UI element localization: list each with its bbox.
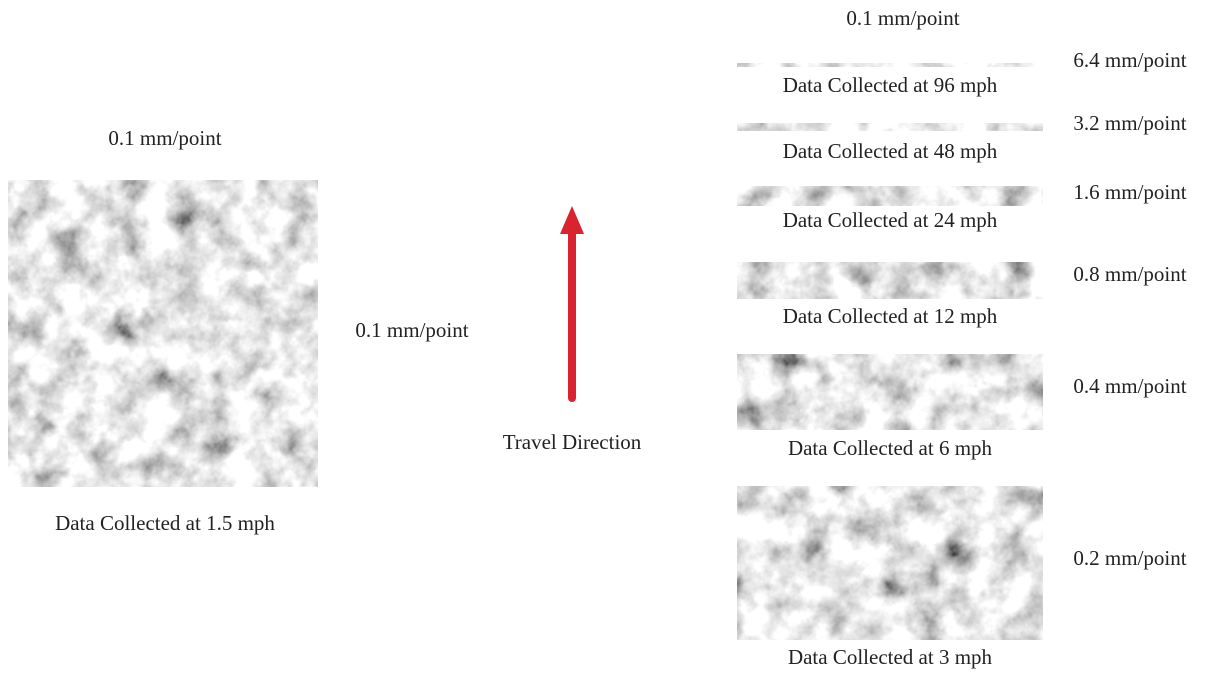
caption: Data Collected at 3 mph: [788, 645, 993, 669]
right-panels: Data Collected at 96 mph 6.4 mm/point Data…: [737, 48, 1187, 669]
caption: Data Collected at 6 mph: [788, 436, 993, 460]
center-label: Travel Direction: [503, 430, 642, 454]
surface-image: [737, 486, 1043, 640]
figure: 0.1 mm/point Data Collected at 1.5 mph 0…: [0, 0, 1207, 673]
caption: Data Collected at 24 mph: [783, 208, 998, 232]
travel-arrow-head: [560, 206, 584, 234]
scale-label: 0.8 mm/point: [1073, 262, 1186, 286]
scale-label: 0.2 mm/point: [1073, 546, 1186, 570]
scale-label: 6.4 mm/point: [1073, 48, 1186, 72]
surface-image: [737, 186, 1043, 206]
surface-image: [737, 354, 1043, 430]
surface-image: [737, 262, 1043, 299]
caption: Data Collected at 96 mph: [783, 73, 998, 97]
surface-image: [737, 63, 1043, 67]
surface-image: [737, 123, 1043, 131]
side-label: 0.1 mm/point: [355, 318, 468, 342]
scale-label: 1.6 mm/point: [1073, 180, 1186, 204]
page: {"left_panel": {"top_label": "0.1 mm/poi…: [0, 0, 1207, 673]
caption: Data Collected at 48 mph: [783, 139, 998, 163]
top-label: 0.1 mm/point: [108, 126, 221, 150]
surface-image: [8, 180, 318, 487]
scale-label: 3.2 mm/point: [1073, 111, 1186, 135]
top-label: 0.1 mm/point: [846, 6, 959, 30]
caption: Data Collected at 12 mph: [783, 304, 998, 328]
caption: Data Collected at 1.5 mph: [55, 511, 275, 535]
scale-label: 0.4 mm/point: [1073, 374, 1186, 398]
